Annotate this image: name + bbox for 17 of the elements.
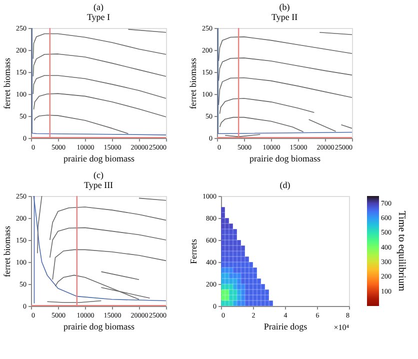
x-axis-title: prairie dog biomass <box>64 154 135 164</box>
chart-title: (d) <box>280 180 290 190</box>
y-axis-title: Ferrets <box>188 238 198 264</box>
x-axis-title: prairie dog biomass <box>64 322 135 332</box>
chart-title: (a) <box>94 2 104 12</box>
y-axis-title: ferret biomass <box>2 225 12 278</box>
y-axis-title: ferret biomass <box>188 57 198 110</box>
chart-subtitle: Type I <box>86 12 110 22</box>
chart-title: (b) <box>279 2 290 12</box>
chart-subtitle: Type III <box>84 180 114 190</box>
color-bar-title: Time to equilibrium <box>396 210 407 292</box>
chart-subtitle: Type II <box>271 12 298 22</box>
x-axis-title: Prairie dogs <box>264 322 308 332</box>
x-axis-title: prairie dog biomass <box>250 154 321 164</box>
y-axis-title: ferret biomass <box>2 57 12 110</box>
text: ×10⁴ <box>334 323 350 332</box>
chart-title: (c) <box>94 170 104 180</box>
